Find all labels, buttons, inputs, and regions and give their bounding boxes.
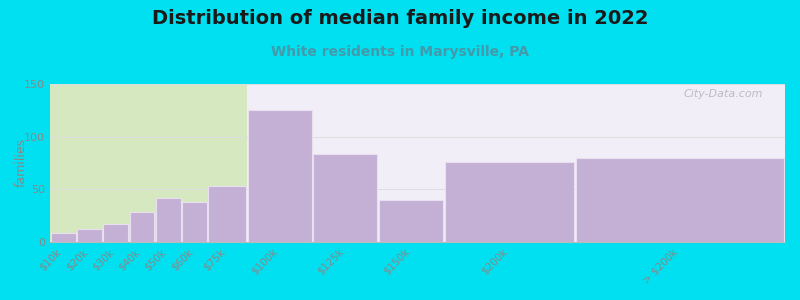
Text: City-Data.com: City-Data.com: [683, 89, 763, 99]
Bar: [208, 186, 246, 242]
Bar: [182, 202, 207, 242]
Text: White residents in Marysville, PA: White residents in Marysville, PA: [271, 45, 529, 59]
Y-axis label: families: families: [15, 138, 28, 188]
Bar: [51, 233, 75, 242]
Bar: [314, 154, 378, 242]
Bar: [77, 229, 102, 242]
Bar: [103, 224, 128, 242]
Bar: [247, 84, 785, 242]
Bar: [156, 197, 181, 242]
Bar: [248, 110, 312, 242]
Bar: [50, 84, 247, 242]
Bar: [130, 212, 154, 242]
Text: Distribution of median family income in 2022: Distribution of median family income in …: [152, 9, 648, 28]
Bar: [379, 200, 443, 242]
Bar: [576, 158, 784, 242]
Bar: [445, 162, 574, 242]
